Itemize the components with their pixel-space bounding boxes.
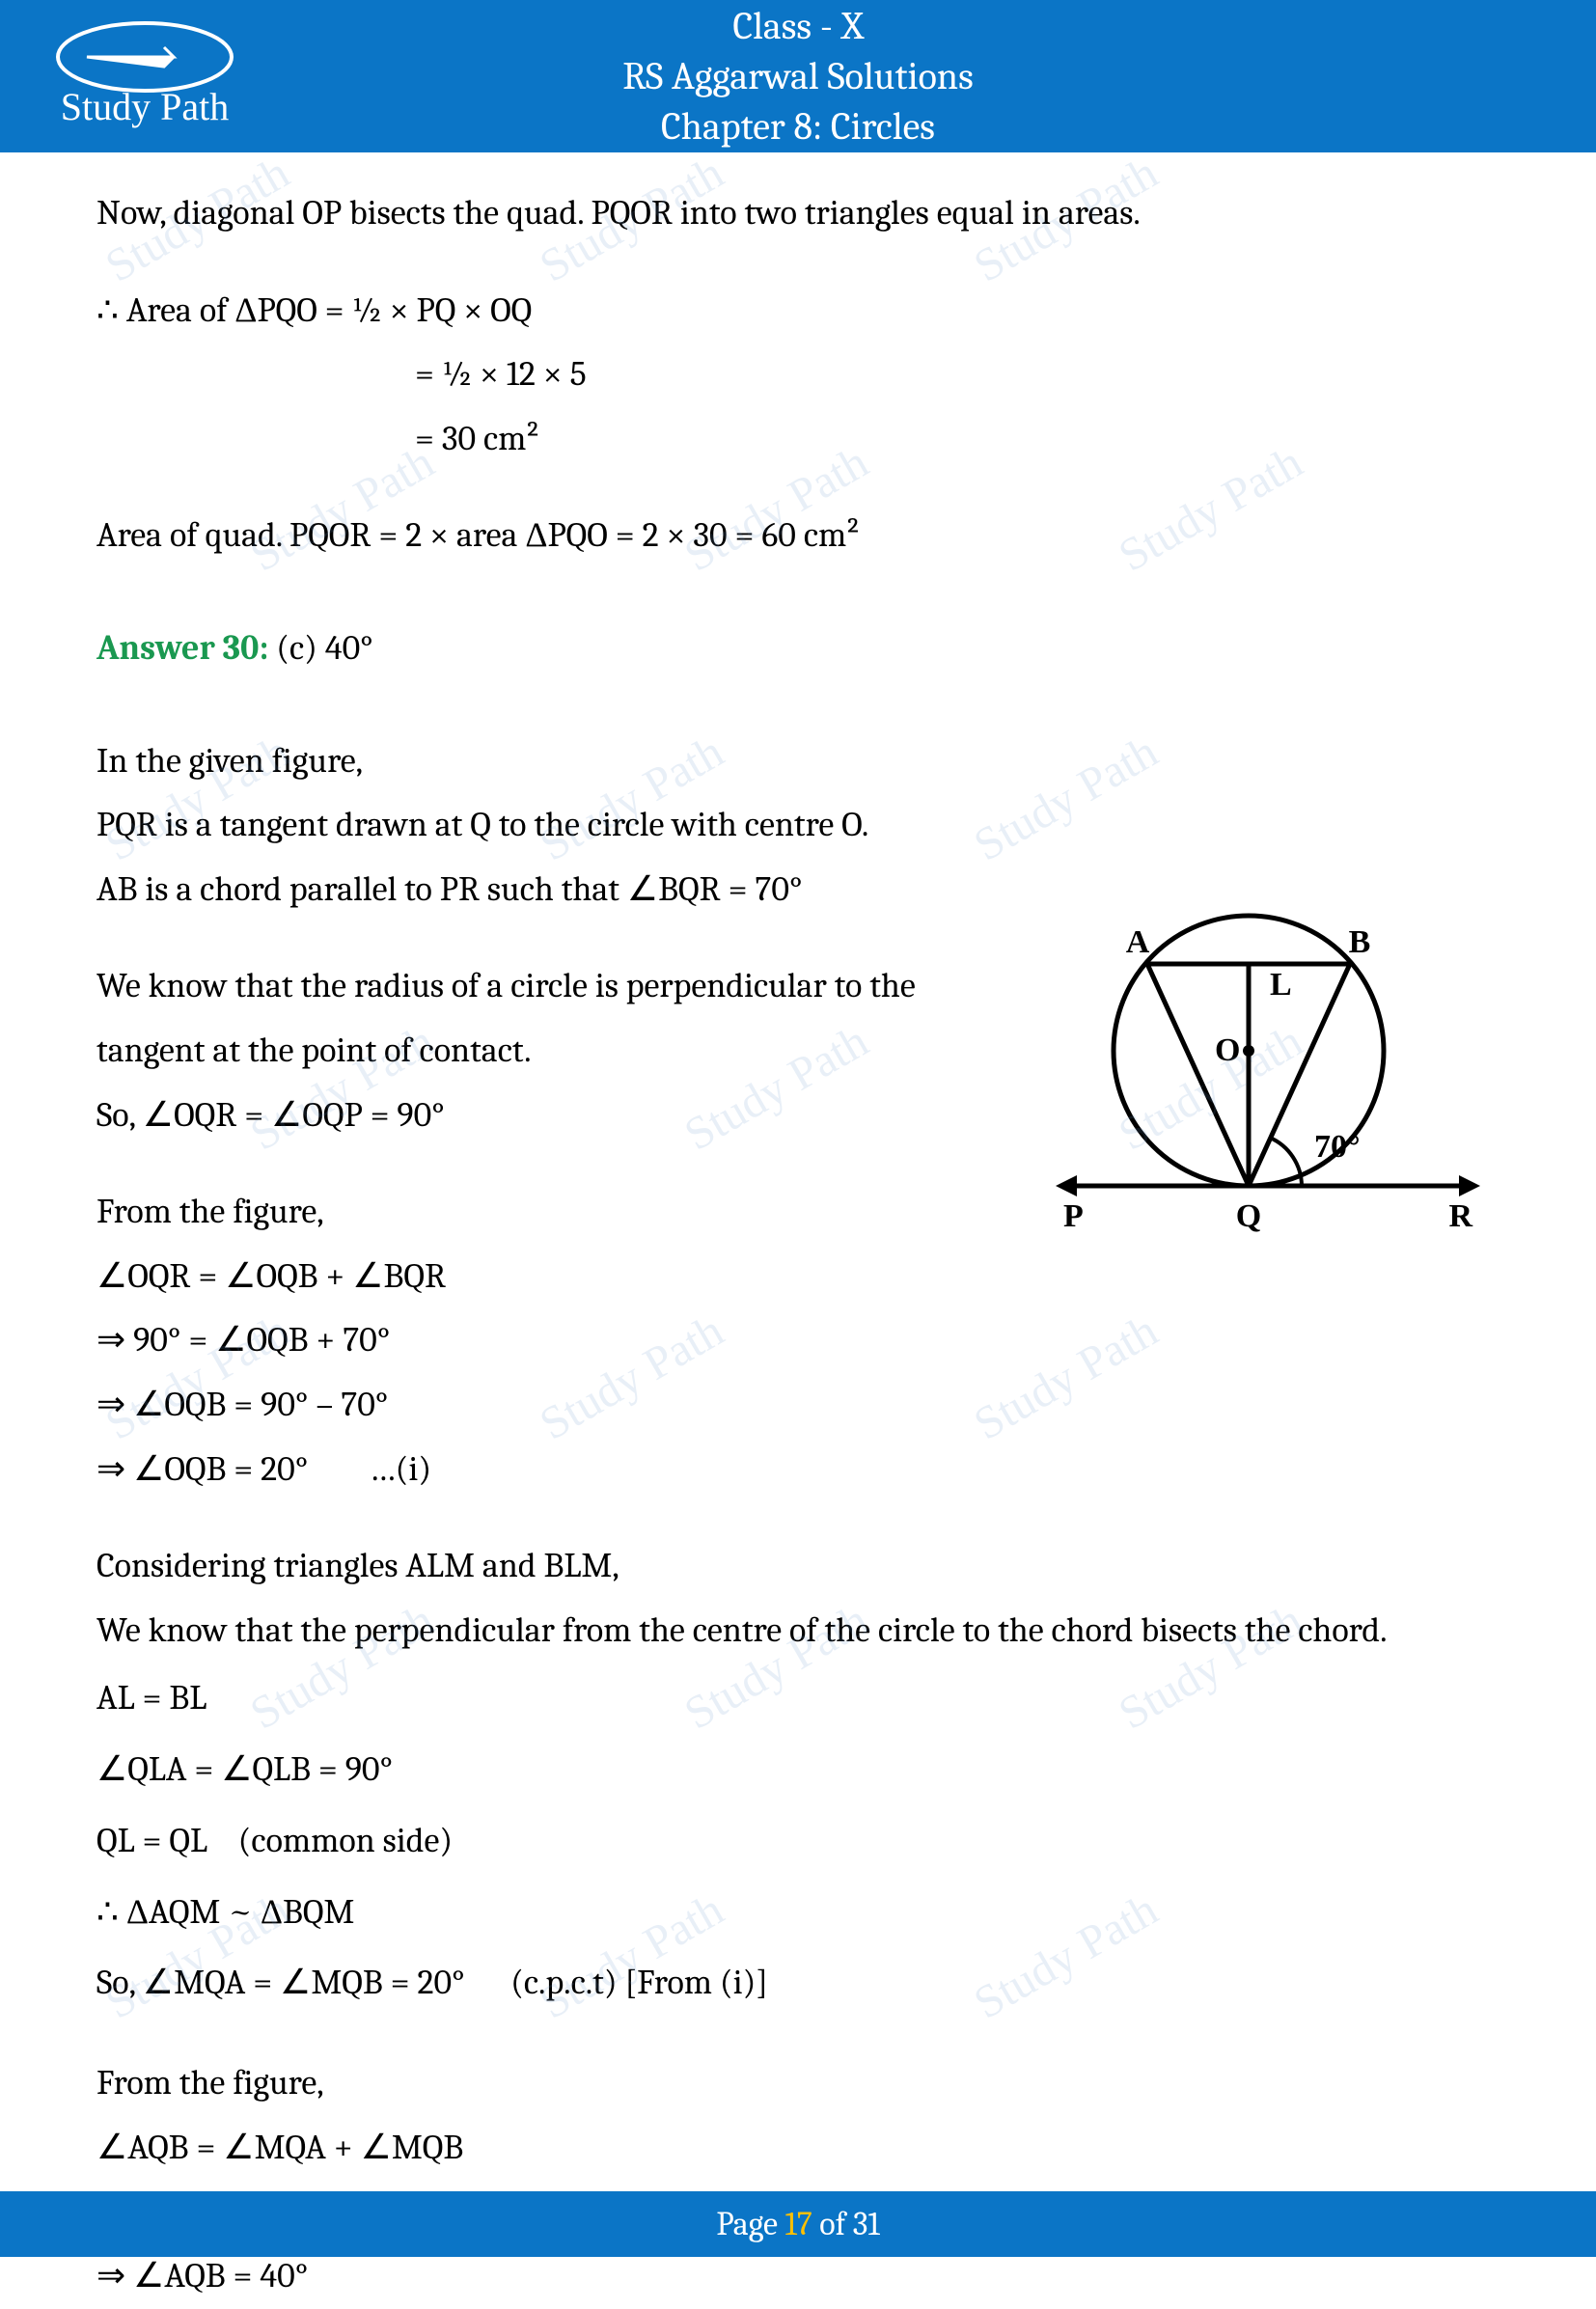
- text-line: = ½ × 12 × 5: [96, 343, 1500, 407]
- text-line: From the figure,: [96, 1180, 998, 1245]
- text-line: ⇒ 90° = ∠OQB + 70°: [96, 1308, 998, 1373]
- page-footer: Page 17 of 31: [0, 2191, 1596, 2257]
- text-line: In the given figure,: [96, 729, 1500, 794]
- footer-pre: Page: [716, 2205, 784, 2243]
- text-line: ⇒ ∠OQB = 20° …(i): [96, 1438, 998, 1502]
- svg-text:A: A: [1126, 924, 1150, 960]
- text-line: PQR is a tangent drawn at Q to the circl…: [96, 793, 1500, 858]
- text-line: ∴ ΔAQM ~ ΔBQM: [96, 1877, 1500, 1948]
- circle-diagram: A B LO P Q R 70°: [1036, 896, 1500, 1266]
- text-line: We know that the perpendicular from the …: [96, 1599, 1500, 1663]
- header-line-2: RS Aggarwal Solutions: [39, 51, 1557, 101]
- header-line-1: Class - X: [39, 1, 1557, 51]
- text-line: We know that the radius of a circle is p…: [96, 954, 998, 1083]
- study-path-logo: Study Path: [39, 18, 251, 134]
- text-line: Now, diagonal OP bisects the quad. PQOR …: [96, 181, 1500, 246]
- svg-text:O: O: [1215, 1032, 1240, 1068]
- answer-line: Answer 30: (c) 40°: [96, 617, 1500, 681]
- page-header: Study Path Class - X RS Aggarwal Solutio…: [0, 0, 1596, 152]
- svg-text:P: P: [1063, 1198, 1084, 1234]
- logo-text: Study Path: [61, 85, 229, 128]
- text-line: So, ∠OQR = ∠OQP = 90°: [96, 1084, 998, 1148]
- text-line: ∠AQB = ∠MQA + ∠MQB: [96, 2116, 1500, 2181]
- footer-page-number: 17: [784, 2205, 812, 2243]
- text-line: = 30 cm²: [96, 407, 1500, 472]
- text-line: AL = BL: [96, 1663, 1500, 1734]
- svg-text:R: R: [1448, 1198, 1472, 1234]
- text-line: ∠QLA = ∠QLB = 90°: [96, 1734, 1500, 1805]
- text-line: ∴ Area of ΔPQO = ½ × PQ × OQ: [96, 279, 1500, 344]
- header-line-3: Chapter 8: Circles: [39, 101, 1557, 151]
- page-content: Now, diagonal OP bisects the quad. PQOR …: [0, 152, 1596, 2309]
- text-line: So, ∠MQA = ∠MQB = 20° (c.p.c.t) [From (i…: [96, 1947, 1500, 2019]
- footer-post: of 31: [812, 2205, 880, 2243]
- text-line: Area of quad. PQOR = 2 × area ΔPQO = 2 ×…: [96, 504, 1500, 568]
- text-line: Considering triangles ALM and BLM,: [96, 1534, 1500, 1599]
- text-line: ⇒ ∠OQB = 90° – 70°: [96, 1373, 998, 1438]
- answer-value: (c) 40°: [268, 628, 372, 668]
- text-line: ∠OQR = ∠OQB + ∠BQR: [96, 1245, 998, 1309]
- svg-text:Q: Q: [1236, 1198, 1261, 1234]
- answer-label: Answer 30:: [96, 628, 268, 668]
- svg-text:70°: 70°: [1314, 1129, 1361, 1165]
- header-title: Class - X RS Aggarwal Solutions Chapter …: [39, 1, 1557, 151]
- svg-text:B: B: [1349, 924, 1371, 960]
- text-line: QL = QL (common side): [96, 1805, 1500, 1877]
- svg-text:L: L: [1270, 967, 1292, 1003]
- text-line: From the figure,: [96, 2051, 1500, 2116]
